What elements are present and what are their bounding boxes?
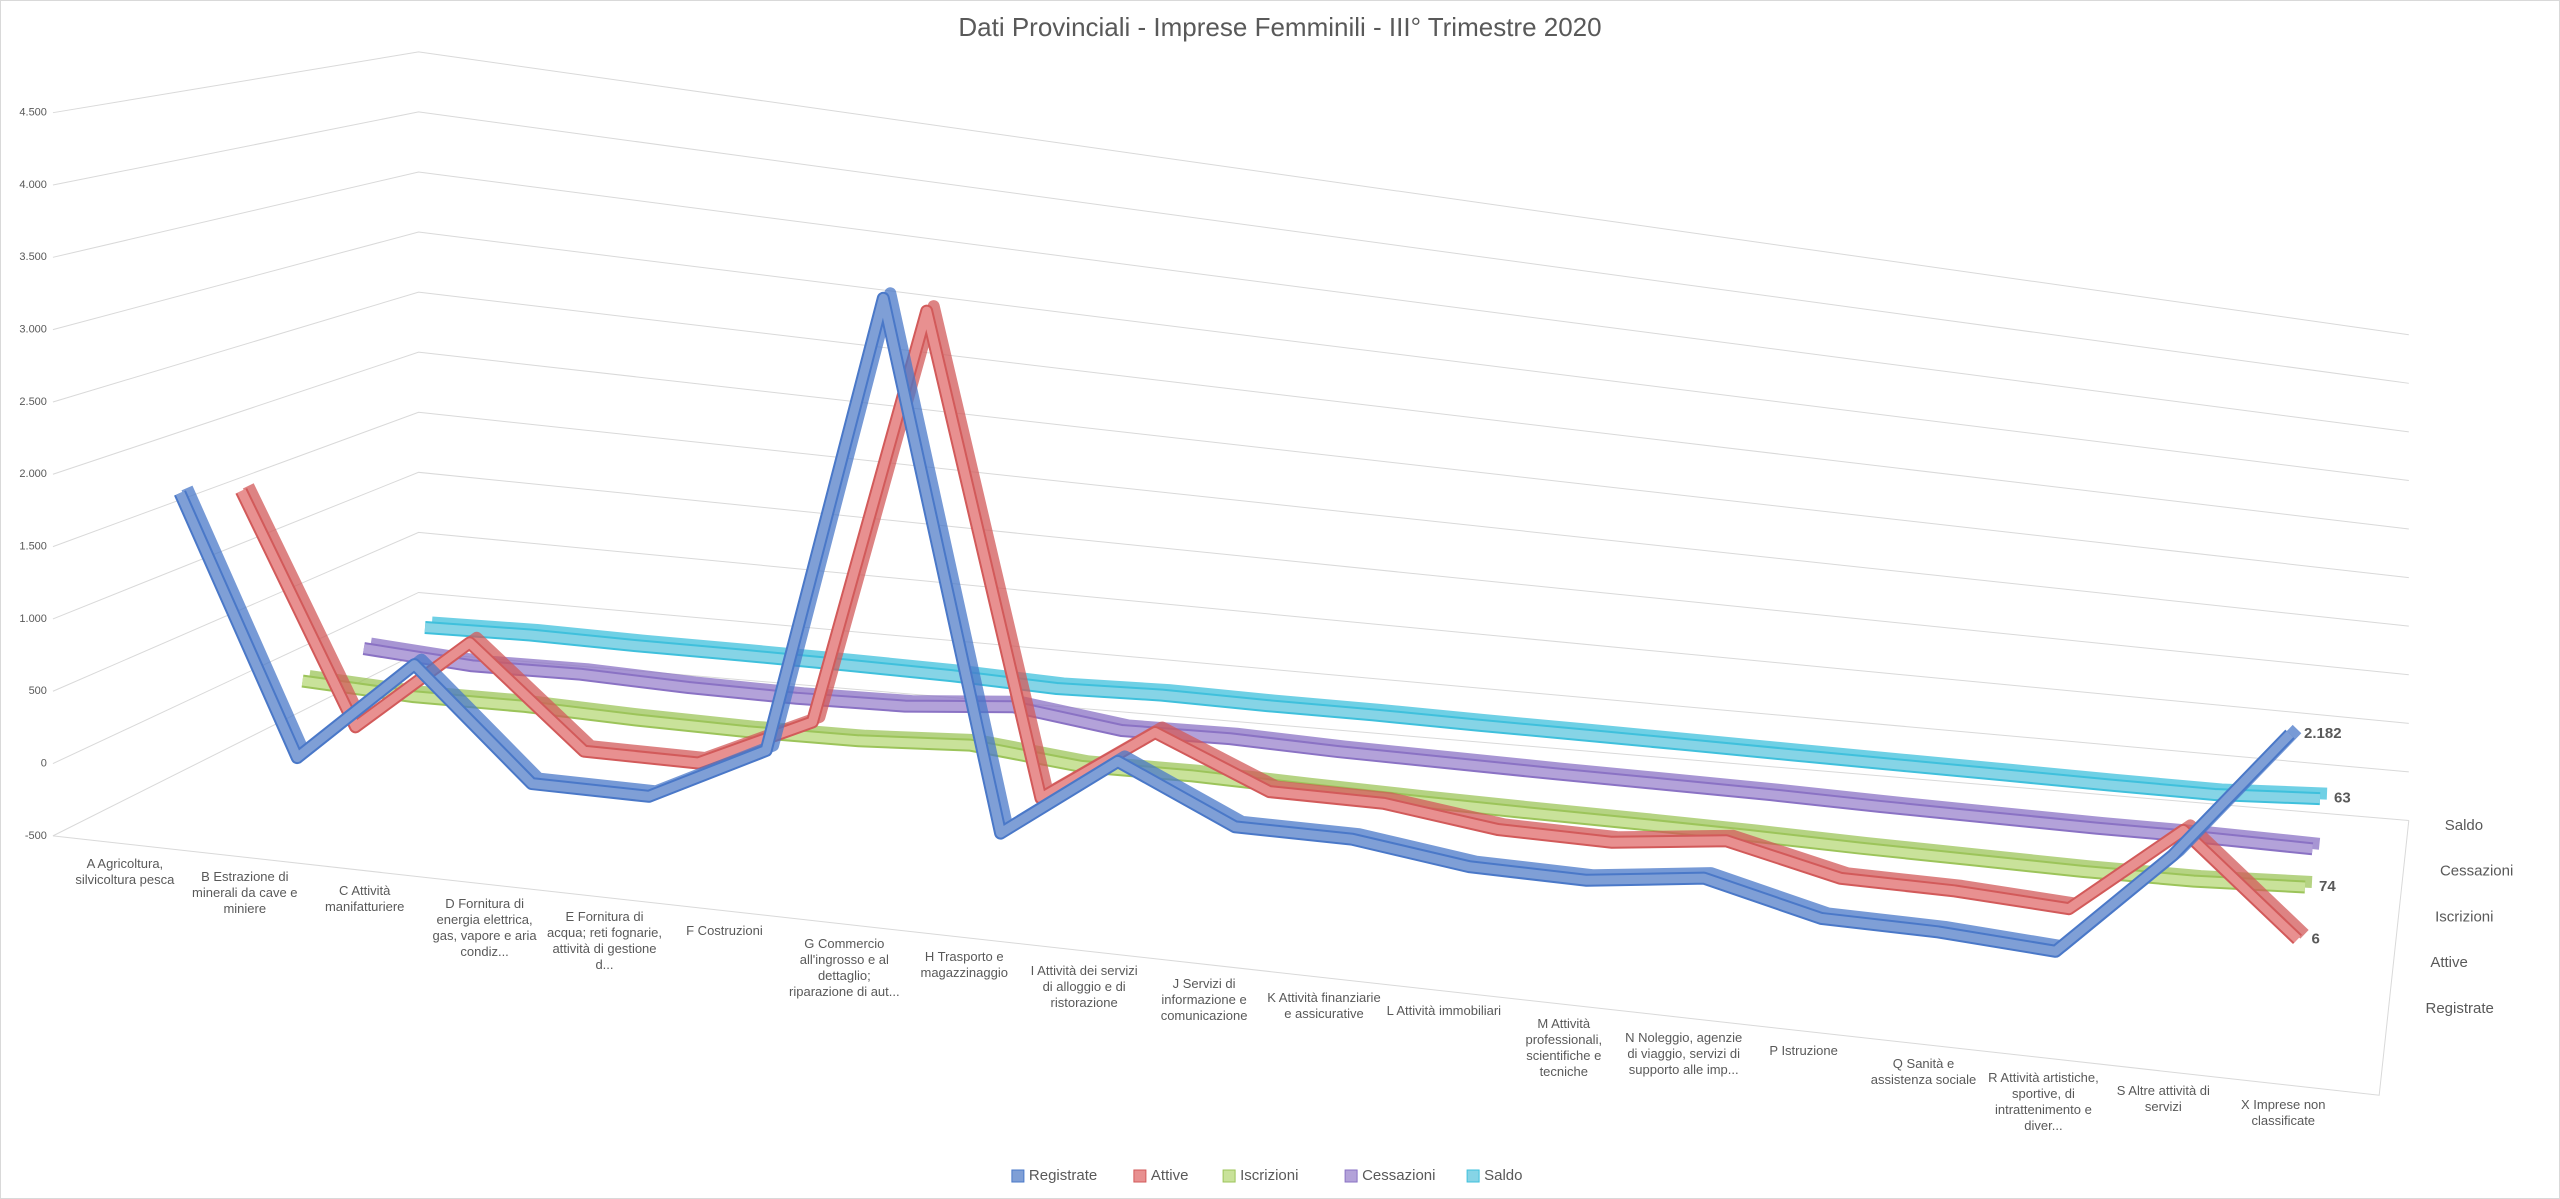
legend-label: Iscrizioni — [1240, 1167, 1298, 1184]
grid-line — [52, 171, 2409, 433]
x-tick-label-box: J Servizi di informazione e comunicazion… — [1160, 976, 1248, 1024]
grid-line — [52, 411, 2409, 627]
y-tick-label: 3.500 — [19, 251, 47, 263]
x-tick-label: G Commercio all'ingrosso e al dettaglio;… — [789, 936, 900, 1000]
x-tick-label: C Attività manifatturiere — [324, 882, 405, 914]
x-tick-label: A Agricoltura, silvicoltura pesca — [75, 855, 175, 887]
x-tick-label-box: A Agricoltura, silvicoltura pesca — [75, 855, 175, 887]
grid-line — [52, 51, 2409, 336]
x-tick-label: E Fornitura di acqua; reti fognarie, att… — [547, 909, 662, 973]
y-tick-label: 2.000 — [19, 468, 47, 480]
legend-swatch — [1344, 1169, 1358, 1183]
x-tick-label-box: B Estrazione di minerali da cave e minie… — [192, 869, 298, 917]
chart-title: Dati Provinciali - Imprese Femminili - I… — [958, 12, 1601, 42]
x-tick-label: I Attività dei servizi di alloggio e di … — [1030, 962, 1138, 1010]
y-tick-label: 1.000 — [19, 613, 47, 625]
legend-swatch — [1222, 1169, 1236, 1183]
x-tick-label: F Costruzioni — [686, 922, 763, 938]
x-tick-label-box: M Attività professionali, scientifiche e… — [1525, 1016, 1603, 1080]
depth-axis-label: Saldo — [2445, 817, 2483, 834]
y-tick-label: 4.500 — [19, 107, 47, 119]
grid-line — [52, 351, 2409, 579]
depth-axis-label: Registrate — [2426, 1000, 2494, 1017]
legend-label: Registrate — [1029, 1167, 1097, 1184]
depth-axis-label: Attive — [2430, 954, 2468, 971]
y-tick-label: 500 — [29, 685, 47, 697]
x-tick-label: H Trasporto e magazzinaggio — [920, 949, 1008, 981]
grid-line — [52, 291, 2409, 530]
x-tick-label-box: N Noleggio, agenzie di viaggio, servizi … — [1625, 1029, 1743, 1077]
x-tick-label-box: E Fornitura di acqua; reti fognarie, att… — [547, 909, 662, 973]
grid-line — [52, 591, 2409, 773]
series-face — [237, 306, 2301, 943]
y-tick-label: 2.500 — [19, 396, 47, 408]
x-tick-label-box: F Costruzioni — [686, 922, 763, 938]
x-tick-label-box: K Attività finanziarie e assicurative — [1267, 989, 1381, 1021]
data-label: 74 — [2319, 878, 2336, 895]
legend-swatch — [1011, 1169, 1025, 1183]
grid-line — [52, 111, 2409, 384]
depth-axis-label: Cessazioni — [2440, 863, 2513, 880]
data-label: 63 — [2334, 790, 2351, 807]
x-tick-label: P Istruzione — [1769, 1043, 1838, 1059]
x-tick-label: K Attività finanziarie e assicurative — [1267, 989, 1381, 1021]
x-tick-label-box: H Trasporto e magazzinaggio — [920, 949, 1008, 981]
x-tick-label: N Noleggio, agenzie di viaggio, servizi … — [1625, 1029, 1743, 1077]
x-tick-label: J Servizi di informazione e comunicazion… — [1160, 976, 1248, 1024]
legend-swatch — [1466, 1169, 1480, 1183]
x-tick-label: X Imprese non classificate — [2240, 1096, 2326, 1128]
x-tick-label-box: C Attività manifatturiere — [324, 882, 405, 914]
x-tick-label-box: I Attività dei servizi di alloggio e di … — [1030, 962, 1138, 1010]
data-label: 2.182 — [2304, 725, 2342, 742]
x-tick-label-box: X Imprese non classificate — [2240, 1096, 2326, 1128]
x-tick-label-box: S Altre attività di servizi — [2116, 1083, 2210, 1115]
x-tick-label: D Fornitura di energia elettrica, gas, v… — [432, 896, 537, 959]
series-face — [175, 293, 2294, 956]
floor-edge — [52, 820, 2410, 1096]
x-tick-label: B Estrazione di minerali da cave e minie… — [192, 869, 298, 917]
x-tick-label: M Attività professionali, scientifiche e… — [1525, 1016, 1603, 1080]
x-tick-label-box: R Attività artistiche, sportive, di intr… — [1988, 1069, 2099, 1133]
x-tick-label: L Attività immobiliari — [1386, 1002, 1502, 1018]
depth-axis-label: Iscrizioni — [2435, 908, 2493, 925]
x-tick-label-box: P Istruzione — [1769, 1043, 1838, 1059]
legend-swatch — [1133, 1169, 1147, 1183]
x-tick-label-box: L Attività immobiliari — [1386, 1002, 1502, 1018]
y-tick-label: 3.000 — [19, 324, 47, 336]
grid-line — [52, 531, 2409, 724]
x-tick-label: S Altre attività di servizi — [2116, 1083, 2210, 1115]
legend-label: Saldo — [1484, 1167, 1522, 1184]
x-tick-label-box: D Fornitura di energia elettrica, gas, v… — [432, 896, 537, 959]
grid-line — [52, 231, 2409, 481]
legend-label: Cessazioni — [1362, 1167, 1435, 1184]
x-tick-label: Q Sanità e assistenza sociale — [1870, 1056, 1977, 1088]
grid-line — [52, 471, 2409, 676]
series-face — [363, 644, 2313, 854]
series-face — [424, 623, 2321, 804]
x-tick-label-box: Q Sanità e assistenza sociale — [1870, 1056, 1977, 1088]
legend-label: Attive — [1151, 1167, 1189, 1184]
y-tick-label: 4.000 — [19, 179, 47, 191]
y-tick-label: 0 — [41, 757, 47, 769]
x-tick-label: R Attività artistiche, sportive, di intr… — [1988, 1069, 2099, 1133]
y-tick-label: 1.500 — [19, 541, 47, 553]
x-tick-label-box: G Commercio all'ingrosso e al dettaglio;… — [789, 936, 900, 1000]
data-label: 6 — [2312, 930, 2320, 947]
y-tick-label: -500 — [25, 830, 47, 842]
